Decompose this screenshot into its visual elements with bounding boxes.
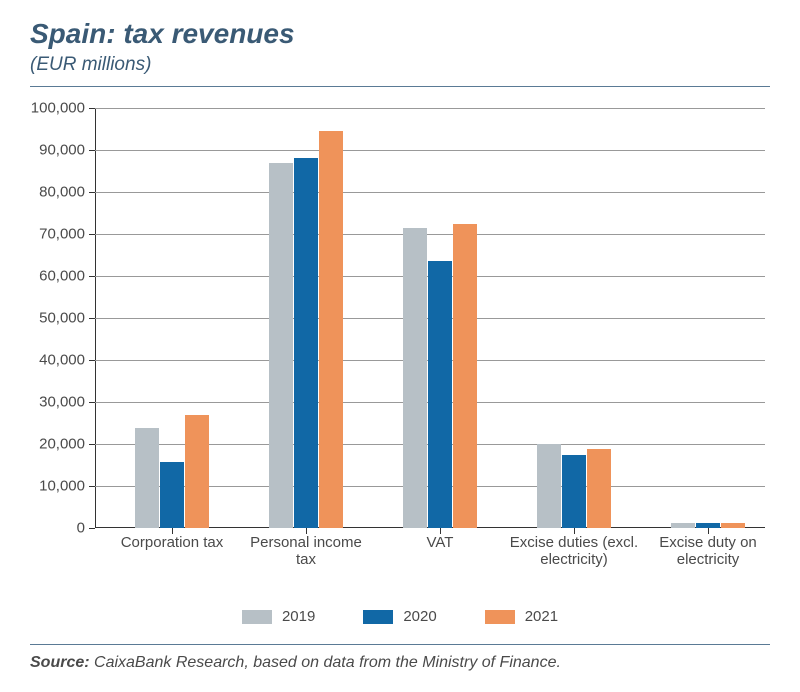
bar: [537, 444, 561, 528]
x-tick-label: Corporation tax: [106, 528, 238, 551]
y-tick-label: 40,000: [5, 352, 85, 369]
y-tick: [89, 234, 95, 235]
y-tick: [89, 528, 95, 529]
bar: [587, 449, 611, 528]
y-tick-label: 80,000: [5, 184, 85, 201]
y-tick: [89, 486, 95, 487]
source-text: CaixaBank Research, based on data from t…: [90, 654, 561, 671]
y-tick: [89, 402, 95, 403]
gridline: [95, 192, 765, 193]
x-tick-label: Excise duties (excl. electricity): [508, 528, 640, 569]
divider-top: [30, 86, 770, 87]
y-tick: [89, 150, 95, 151]
y-tick: [89, 444, 95, 445]
legend-item: 2020: [363, 608, 436, 625]
legend-swatch: [485, 610, 515, 624]
x-tick-label: Personal income tax: [240, 528, 372, 569]
y-tick: [89, 360, 95, 361]
gridline: [95, 150, 765, 151]
y-tick-label: 10,000: [5, 478, 85, 495]
bar: [696, 523, 720, 528]
chart-subtitle: (EUR millions): [30, 54, 151, 76]
y-tick-label: 20,000: [5, 436, 85, 453]
bar: [721, 523, 745, 528]
bar: [294, 158, 318, 528]
x-tick-label: VAT: [374, 528, 506, 551]
legend-swatch: [363, 610, 393, 624]
x-tick-label: Excise duty on electricity: [642, 528, 774, 569]
y-tick-label: 70,000: [5, 226, 85, 243]
bar: [319, 131, 343, 528]
bar: [428, 261, 452, 528]
legend-item: 2019: [242, 608, 315, 625]
y-tick-label: 30,000: [5, 394, 85, 411]
bar: [160, 462, 184, 528]
y-tick: [89, 192, 95, 193]
bar: [671, 523, 695, 528]
legend-swatch: [242, 610, 272, 624]
bar: [185, 415, 209, 528]
y-tick-label: 50,000: [5, 310, 85, 327]
gridline: [95, 234, 765, 235]
y-tick: [89, 108, 95, 109]
bar: [403, 228, 427, 528]
chart-title: Spain: tax revenues: [30, 18, 295, 50]
divider-bottom: [30, 644, 770, 645]
y-tick: [89, 276, 95, 277]
source-label: Source:: [30, 654, 90, 671]
y-tick-label: 100,000: [5, 100, 85, 117]
bar: [269, 163, 293, 528]
chart-source: Source: CaixaBank Research, based on dat…: [30, 654, 561, 672]
bar: [453, 224, 477, 529]
y-tick-label: 60,000: [5, 268, 85, 285]
chart-plot-area: 010,00020,00030,00040,00050,00060,00070,…: [95, 108, 765, 528]
bar: [562, 455, 586, 529]
legend-item: 2021: [485, 608, 558, 625]
legend-label: 2020: [403, 608, 436, 625]
y-tick: [89, 318, 95, 319]
y-tick-label: 90,000: [5, 142, 85, 159]
bar: [135, 428, 159, 528]
y-tick-label: 0: [5, 520, 85, 537]
legend-label: 2019: [282, 608, 315, 625]
legend-label: 2021: [525, 608, 558, 625]
chart-legend: 2019 2020 2021: [0, 608, 800, 628]
gridline: [95, 108, 765, 109]
